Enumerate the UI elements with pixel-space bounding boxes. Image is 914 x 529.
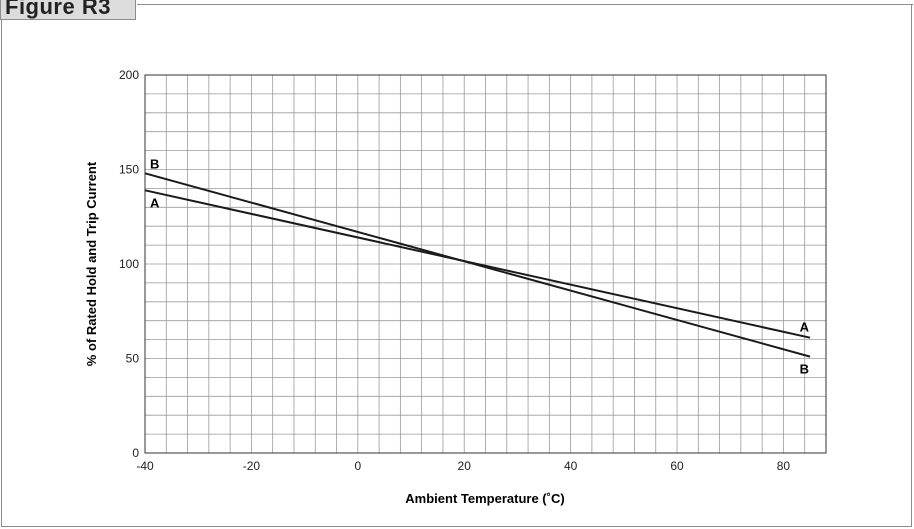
series-label-start-b: B (150, 156, 159, 171)
plot-area-border (144, 74, 827, 454)
y-axis-title: % of Rated Hold and Trip Current (84, 161, 99, 366)
x-tick-label: 20 (458, 459, 472, 473)
y-tick-label: 200 (119, 68, 139, 82)
x-tick-label: 40 (564, 459, 578, 473)
chart-grid (145, 75, 826, 453)
x-tick-label: -40 (136, 459, 154, 473)
series-label-start-a: A (150, 195, 160, 210)
series-label-end-a: A (800, 320, 810, 335)
y-tick-label: 100 (119, 257, 139, 271)
x-tick-label: 80 (777, 459, 791, 473)
figure-frame (1, 4, 912, 527)
tick-labels: -40 -20 0 20 40 60 80 0 50 100 150 200 (119, 68, 790, 473)
x-axis-title: Ambient Temperature (˚C) (405, 491, 564, 506)
x-tick-label: 60 (670, 459, 684, 473)
series-label-end-b: B (800, 362, 809, 377)
figure-label: Figure R3 (0, 0, 136, 20)
series-layer: B A A B (144, 156, 811, 377)
y-tick-label: 150 (119, 163, 139, 177)
figure-frame-top (137, 4, 913, 5)
y-tick-label: 50 (126, 352, 140, 366)
x-tick-label: 0 (354, 459, 361, 473)
x-tick-label: -20 (243, 459, 261, 473)
series-line-b (144, 172, 811, 358)
y-tick-label: 0 (132, 446, 139, 460)
